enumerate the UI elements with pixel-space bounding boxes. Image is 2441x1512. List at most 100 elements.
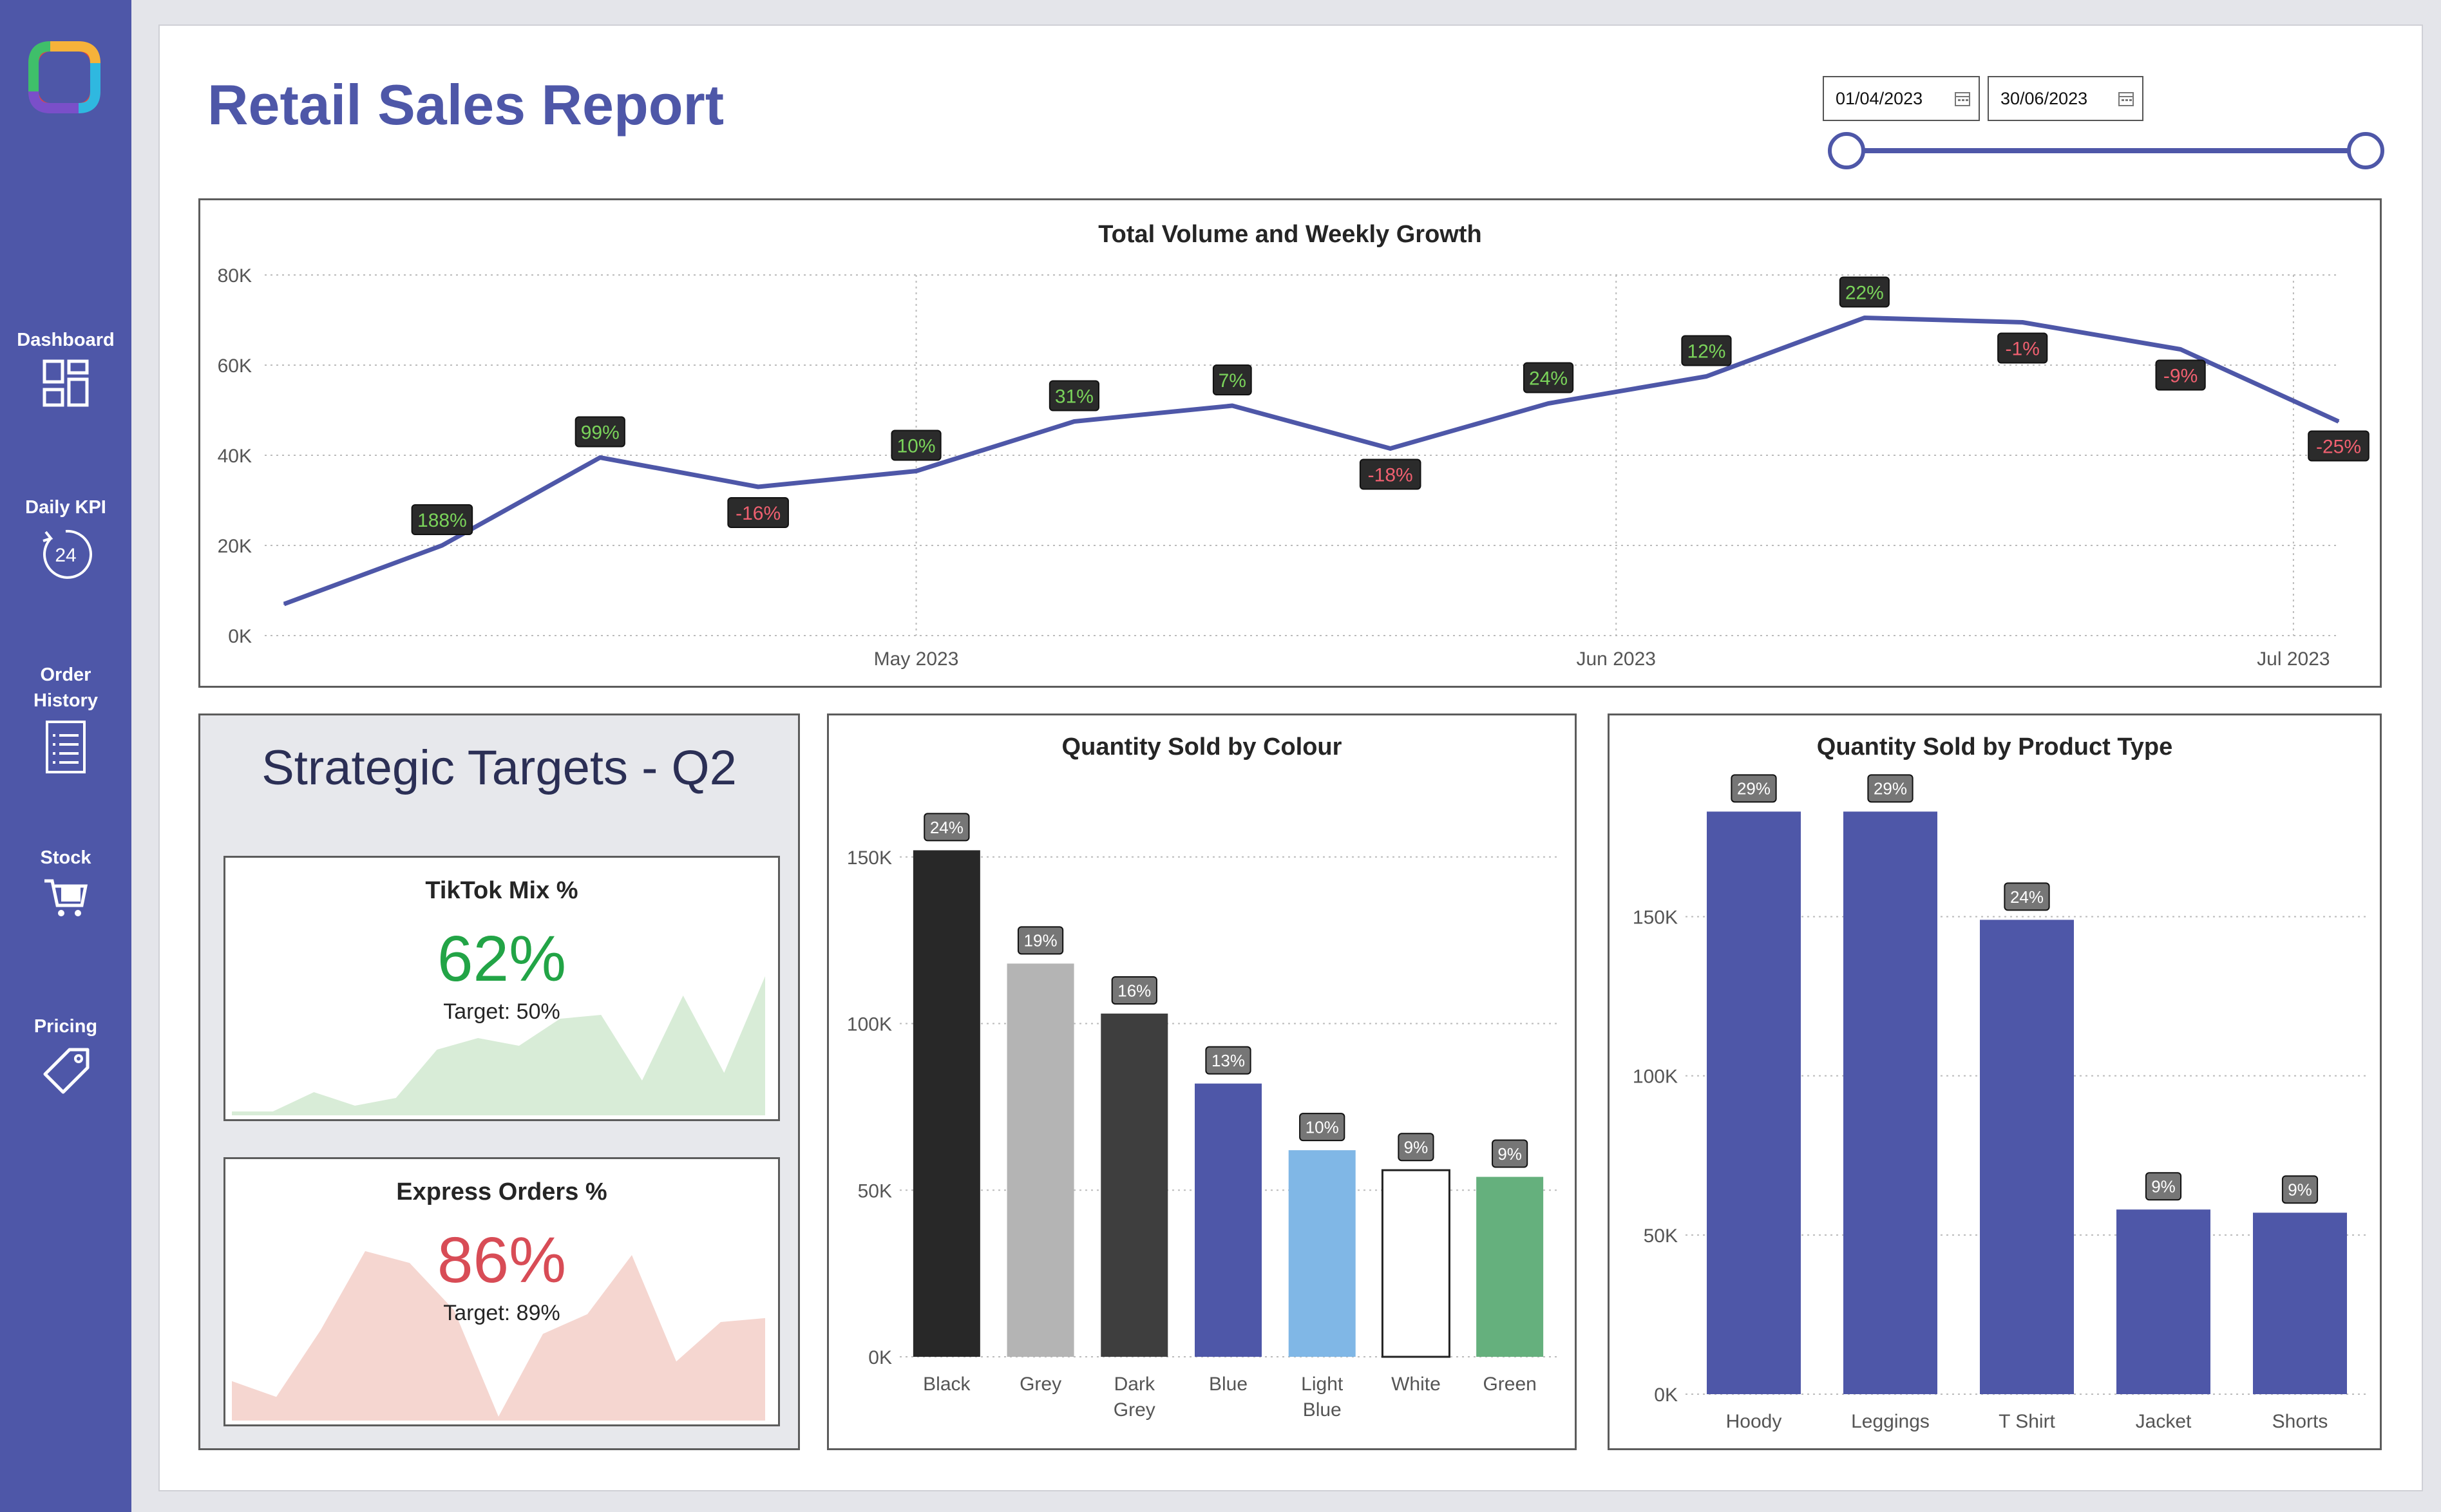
colour-bar-chart: 0K 50K 100K 150K 24% Black 19% Grey 16% Dark Grey 1… bbox=[847, 813, 1557, 1421]
bar-data-label: 9% bbox=[1398, 1133, 1434, 1162]
x-category-label: Green bbox=[1483, 1374, 1536, 1395]
growth-data-label-text: -25% bbox=[2316, 436, 2361, 457]
volume-point bbox=[1548, 402, 1550, 404]
bar-data-label: 13% bbox=[1205, 1046, 1251, 1075]
page-title: Retail Sales Report bbox=[207, 73, 725, 137]
bar bbox=[1843, 811, 1937, 1394]
sidebar: Dashboard Daily KPI 24 Order History Sto… bbox=[0, 0, 131, 1512]
y-tick-label: 100K bbox=[1633, 1066, 1678, 1088]
sidebar-item-label: Stock bbox=[40, 847, 91, 868]
x-category-label: T Shirt bbox=[1999, 1411, 2055, 1432]
sidebar-item-stock[interactable]: Stock bbox=[0, 845, 131, 918]
calendar-icon bbox=[2118, 92, 2134, 106]
kpi-value: 86% bbox=[437, 1224, 567, 1296]
volume-point bbox=[915, 470, 917, 472]
bar-data-label: 29% bbox=[1867, 774, 1914, 803]
y-tick-label: 50K bbox=[858, 1180, 892, 1202]
date-range-slider-track[interactable] bbox=[1845, 148, 2368, 153]
sidebar-item-label: Pricing bbox=[33, 1016, 98, 1037]
bar-data-label-text: 29% bbox=[1737, 779, 1771, 799]
x-category-label: White bbox=[1391, 1374, 1441, 1395]
growth-data-label-text: 24% bbox=[1529, 368, 1568, 389]
chart-title: Quantity Sold by Colour bbox=[1061, 733, 1342, 761]
sidebar-item-order-history[interactable]: Order History bbox=[0, 662, 131, 774]
x-category-label: Blue bbox=[1303, 1399, 1342, 1421]
growth-data-label-box bbox=[1839, 276, 1890, 308]
dashboard-grid-icon bbox=[43, 359, 89, 407]
document-list-icon bbox=[46, 721, 86, 773]
bar bbox=[1101, 1013, 1168, 1357]
bar-data-label-box bbox=[1111, 976, 1157, 1005]
y-tick-label: 0K bbox=[868, 1347, 892, 1368]
bar-data-label: 10% bbox=[1299, 1113, 1345, 1142]
growth-data-label: -18% bbox=[1359, 458, 1421, 490]
x-category-label: Leggings bbox=[1851, 1411, 1930, 1432]
bar bbox=[1476, 1177, 1544, 1357]
bar bbox=[1707, 811, 1801, 1394]
date-range-start-handle[interactable] bbox=[1828, 132, 1865, 169]
x-category-label: Black bbox=[923, 1374, 971, 1395]
bar-data-label: 9% bbox=[1492, 1139, 1528, 1168]
growth-data-label: 99% bbox=[575, 416, 625, 448]
y-tick-label: 80K bbox=[218, 265, 252, 287]
sidebar-item-dashboard[interactable]: Dashboard bbox=[0, 327, 131, 408]
bar-data-label-text: 10% bbox=[1306, 1118, 1339, 1137]
bar bbox=[1195, 1083, 1262, 1357]
growth-data-label-box bbox=[1997, 332, 2048, 364]
volume-point bbox=[1863, 317, 1865, 319]
bar-data-label-text: 29% bbox=[1874, 779, 1907, 799]
x-category-label: Light bbox=[1301, 1374, 1344, 1395]
bar-data-label-box bbox=[1867, 774, 1914, 803]
price-tag-icon bbox=[43, 1048, 90, 1094]
date-range-end-handle[interactable] bbox=[2347, 132, 2384, 169]
volume-point bbox=[1705, 375, 1707, 377]
targets-title: Strategic Targets - Q2 bbox=[261, 741, 737, 795]
bar-data-label: 19% bbox=[1017, 926, 1064, 955]
growth-data-label-box bbox=[411, 504, 473, 535]
bar-data-label-text: 9% bbox=[1497, 1144, 1522, 1164]
y-tick-label: 50K bbox=[1644, 1225, 1678, 1247]
bar-data-label: 29% bbox=[1731, 774, 1777, 803]
bar-data-label: 24% bbox=[2004, 882, 2050, 911]
bar-data-label-text: 9% bbox=[2151, 1177, 2176, 1196]
x-tick-label: May 2023 bbox=[874, 648, 959, 670]
volume-point bbox=[757, 486, 759, 487]
x-category-label: Dark bbox=[1114, 1374, 1155, 1395]
sidebar-item-daily-kpi[interactable]: Daily KPI 24 bbox=[0, 495, 131, 582]
kpi-value: 62% bbox=[437, 923, 567, 995]
start-date-field[interactable]: 01/04/2023 bbox=[1823, 76, 1980, 121]
volume-line-chart: 0K 20K 40K 60K 80K May 2023 Jun 2023 Jul 2023 18… bbox=[218, 265, 2370, 670]
bar-data-label-box bbox=[1299, 1113, 1345, 1142]
growth-data-label-text: 99% bbox=[581, 422, 620, 443]
x-category-label: Shorts bbox=[2272, 1411, 2328, 1432]
bar-data-label: 9% bbox=[2281, 1175, 2319, 1204]
growth-data-label-text: 188% bbox=[417, 510, 467, 531]
growth-data-label: 24% bbox=[1523, 362, 1574, 393]
growth-data-label-box bbox=[1523, 362, 1574, 393]
growth-data-label-text: -18% bbox=[1368, 464, 1413, 486]
bar-data-label-box bbox=[2004, 882, 2050, 911]
end-date-field[interactable]: 30/06/2023 bbox=[1988, 76, 2143, 121]
bar bbox=[1381, 1169, 1450, 1358]
growth-data-label: 7% bbox=[1212, 364, 1252, 395]
clock-24-icon: 24 bbox=[43, 529, 93, 579]
bar-data-label-text: 19% bbox=[1024, 931, 1058, 950]
bar-data-label-box bbox=[1492, 1139, 1528, 1168]
kpi-title: TikTok Mix % bbox=[425, 877, 578, 904]
y-tick-label: 0K bbox=[228, 626, 252, 647]
growth-data-label-text: -1% bbox=[2006, 338, 2040, 359]
growth-data-label-text: 22% bbox=[1845, 282, 1884, 303]
shopping-cart-icon bbox=[44, 879, 88, 916]
bar-data-label-text: 24% bbox=[930, 818, 964, 837]
tiktok-mix-card: TikTok Mix % 62% Target: 50% bbox=[223, 856, 780, 1121]
growth-data-label: 12% bbox=[1681, 335, 1732, 366]
growth-data-label-box bbox=[2308, 430, 2370, 462]
chart-title: Quantity Sold by Product Type bbox=[1816, 733, 2173, 761]
bar-data-label-box bbox=[1398, 1133, 1434, 1162]
sidebar-item-pricing[interactable]: Pricing bbox=[0, 1014, 131, 1097]
volume-growth-panel: Total Volume and Weekly Growth 0K 20K 40K 6… bbox=[198, 198, 2382, 688]
bar-data-label: 24% bbox=[924, 813, 970, 842]
app-logo-icon bbox=[28, 41, 100, 113]
x-tick-label: Jul 2023 bbox=[2257, 648, 2330, 670]
bar bbox=[1980, 920, 2074, 1394]
